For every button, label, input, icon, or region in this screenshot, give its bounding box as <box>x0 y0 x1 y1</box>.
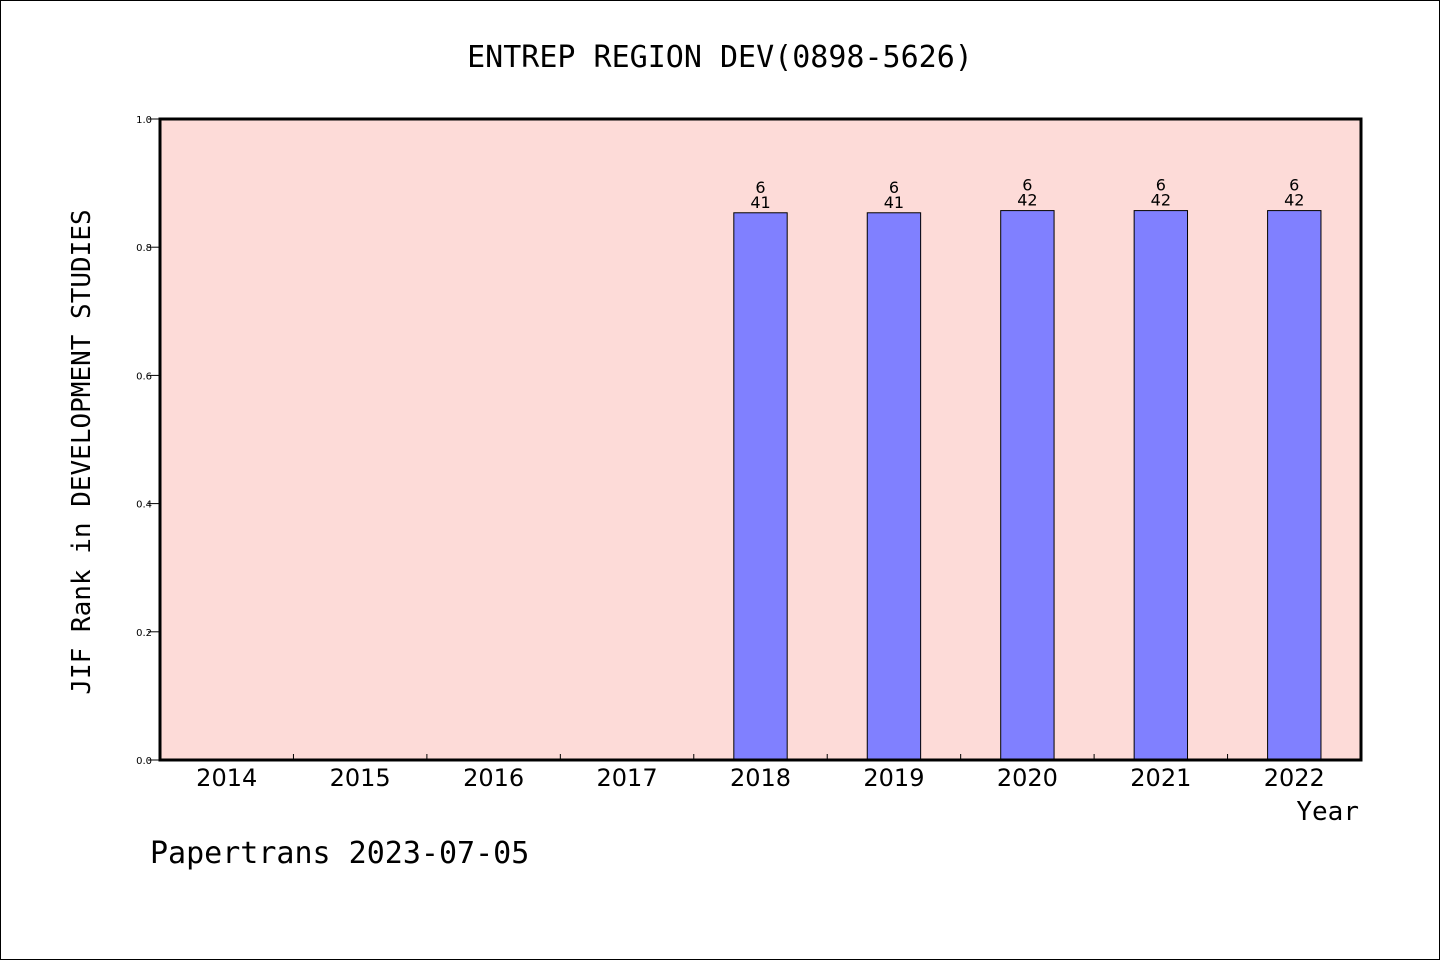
x-axis: 2014 2015 2016 2017 2018 2019 2020 2021 2022 <box>196 754 1325 792</box>
bar-2018 <box>733 212 788 761</box>
bar-label-total-2019: 41 <box>884 193 904 212</box>
bar-label-rank-2020: 6 <box>1022 176 1032 195</box>
x-tick-label-2015: 2015 <box>330 764 391 792</box>
x-tick-label-2018: 2018 <box>730 764 791 792</box>
bar-2020 <box>1000 210 1055 761</box>
x-tick-label-2021: 2021 <box>1130 764 1191 792</box>
bar-label-total-2018: 41 <box>750 193 770 212</box>
bar-label-total-2021: 42 <box>1151 191 1171 210</box>
bar-label-rank-2022: 6 <box>1289 176 1299 195</box>
bar-2021 <box>1133 210 1189 761</box>
x-tick-label-2019: 2019 <box>863 764 924 792</box>
y-tick-label-0.0: 0.0 <box>136 756 152 767</box>
bar-label-rank-2018: 6 <box>755 178 765 197</box>
bar-label-total-2020: 42 <box>1017 191 1037 210</box>
footer-credit: Papertrans 2023-07-05 <box>150 836 529 871</box>
bar-2022 <box>1267 210 1322 761</box>
chart-title: ENTREP REGION DEV(0898-5626) <box>467 40 973 75</box>
y-tick-label-0.8: 0.8 <box>136 243 152 254</box>
x-tick-label-2022: 2022 <box>1264 764 1325 792</box>
y-axis: 0.0 0.2 0.4 0.6 0.8 1.0 <box>136 115 160 767</box>
x-tick-label-2014: 2014 <box>196 764 257 792</box>
y-tick-label-1.0: 1.0 <box>136 115 152 126</box>
bar-label-total-2022: 42 <box>1284 191 1304 210</box>
y-tick-label-0.2: 0.2 <box>136 628 152 639</box>
bar-label-rank-2021: 6 <box>1156 176 1166 195</box>
x-tick-label-2020: 2020 <box>997 764 1058 792</box>
y-tick-label-0.6: 0.6 <box>136 371 152 382</box>
plot-border <box>158 117 1363 762</box>
x-axis-label: Year <box>1296 797 1359 827</box>
bar-2019 <box>866 212 922 761</box>
x-tick-label-2017: 2017 <box>597 764 658 792</box>
bars-group <box>733 210 1322 761</box>
y-axis-label: JIF Rank in DEVELOPMENT STUDIES <box>67 209 97 694</box>
x-tick-label-2016: 2016 <box>463 764 524 792</box>
y-tick-label-0.4: 0.4 <box>136 500 152 511</box>
bar-label-rank-2019: 6 <box>889 178 899 197</box>
